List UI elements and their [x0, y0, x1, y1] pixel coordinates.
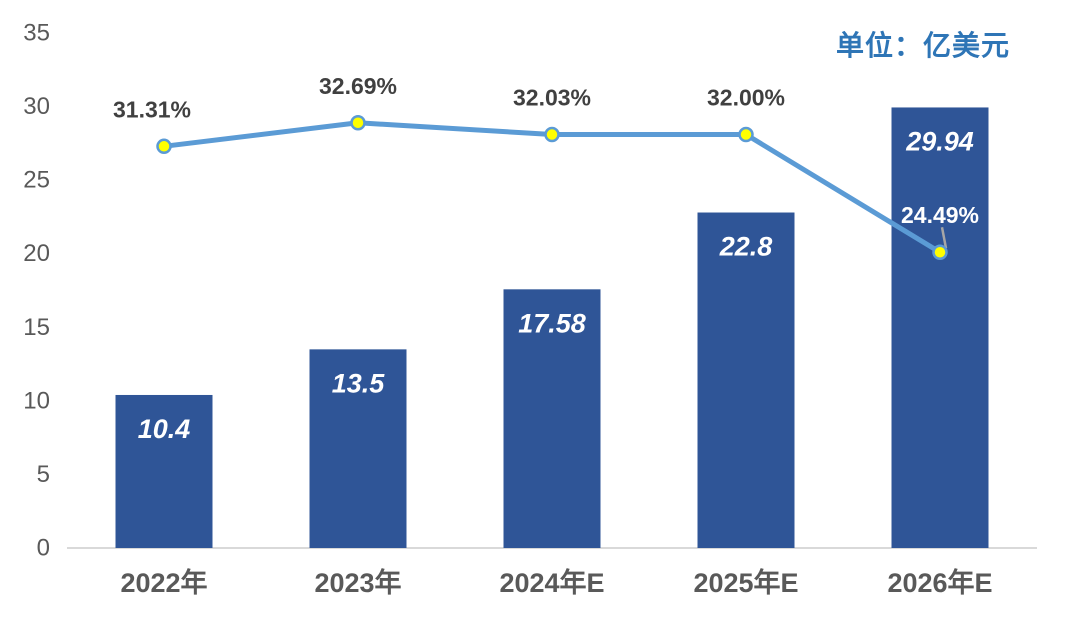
bar-value-label: 13.5 [332, 368, 386, 398]
x-axis-category-label: 2026年E [887, 567, 992, 598]
bar-value-label: 17.58 [518, 308, 586, 338]
bar-2022年 [115, 394, 213, 548]
line-marker-2025年E [738, 126, 754, 143]
percent-data-label: 31.31% [113, 96, 191, 122]
y-axis-tick-label: 30 [23, 93, 50, 120]
y-axis-tick-label: 5 [37, 461, 50, 488]
y-axis-tick-label: 15 [23, 314, 50, 341]
percent-data-label: 32.03% [513, 85, 591, 111]
bar-value-label: 10.4 [138, 414, 191, 444]
line-marker-2024年E [544, 126, 560, 143]
x-axis-category-label: 2025年E [693, 567, 798, 598]
percent-data-label: 32.00% [707, 85, 785, 111]
y-axis-tick-label: 10 [23, 387, 50, 414]
unit-label: 单位：亿美元 [835, 30, 1010, 61]
bar-value-label: 29.94 [905, 126, 974, 156]
bar-2026年E [891, 107, 989, 548]
x-axis-category-label: 2022年 [120, 567, 207, 598]
bar-2024年E [503, 289, 601, 548]
y-axis-tick-label: 0 [37, 535, 50, 562]
bar-2023年 [309, 349, 407, 548]
percent-data-label: 32.69% [319, 73, 397, 99]
bar-value-label: 22.8 [719, 232, 773, 262]
line-marker-2026年E [932, 244, 948, 260]
label-leader-line [940, 227, 948, 249]
y-axis-tick-label: 35 [23, 20, 50, 47]
line-marker-2022年 [156, 138, 172, 155]
x-axis-category-label: 2024年E [499, 567, 604, 598]
line-marker-2023年 [350, 115, 366, 131]
x-axis-category-label: 2023年 [314, 567, 401, 598]
bar-2025年E [697, 212, 795, 548]
y-axis-tick-label: 20 [23, 240, 50, 267]
y-axis-tick-label: 25 [23, 167, 50, 194]
percent-data-label: 24.49% [901, 202, 979, 228]
